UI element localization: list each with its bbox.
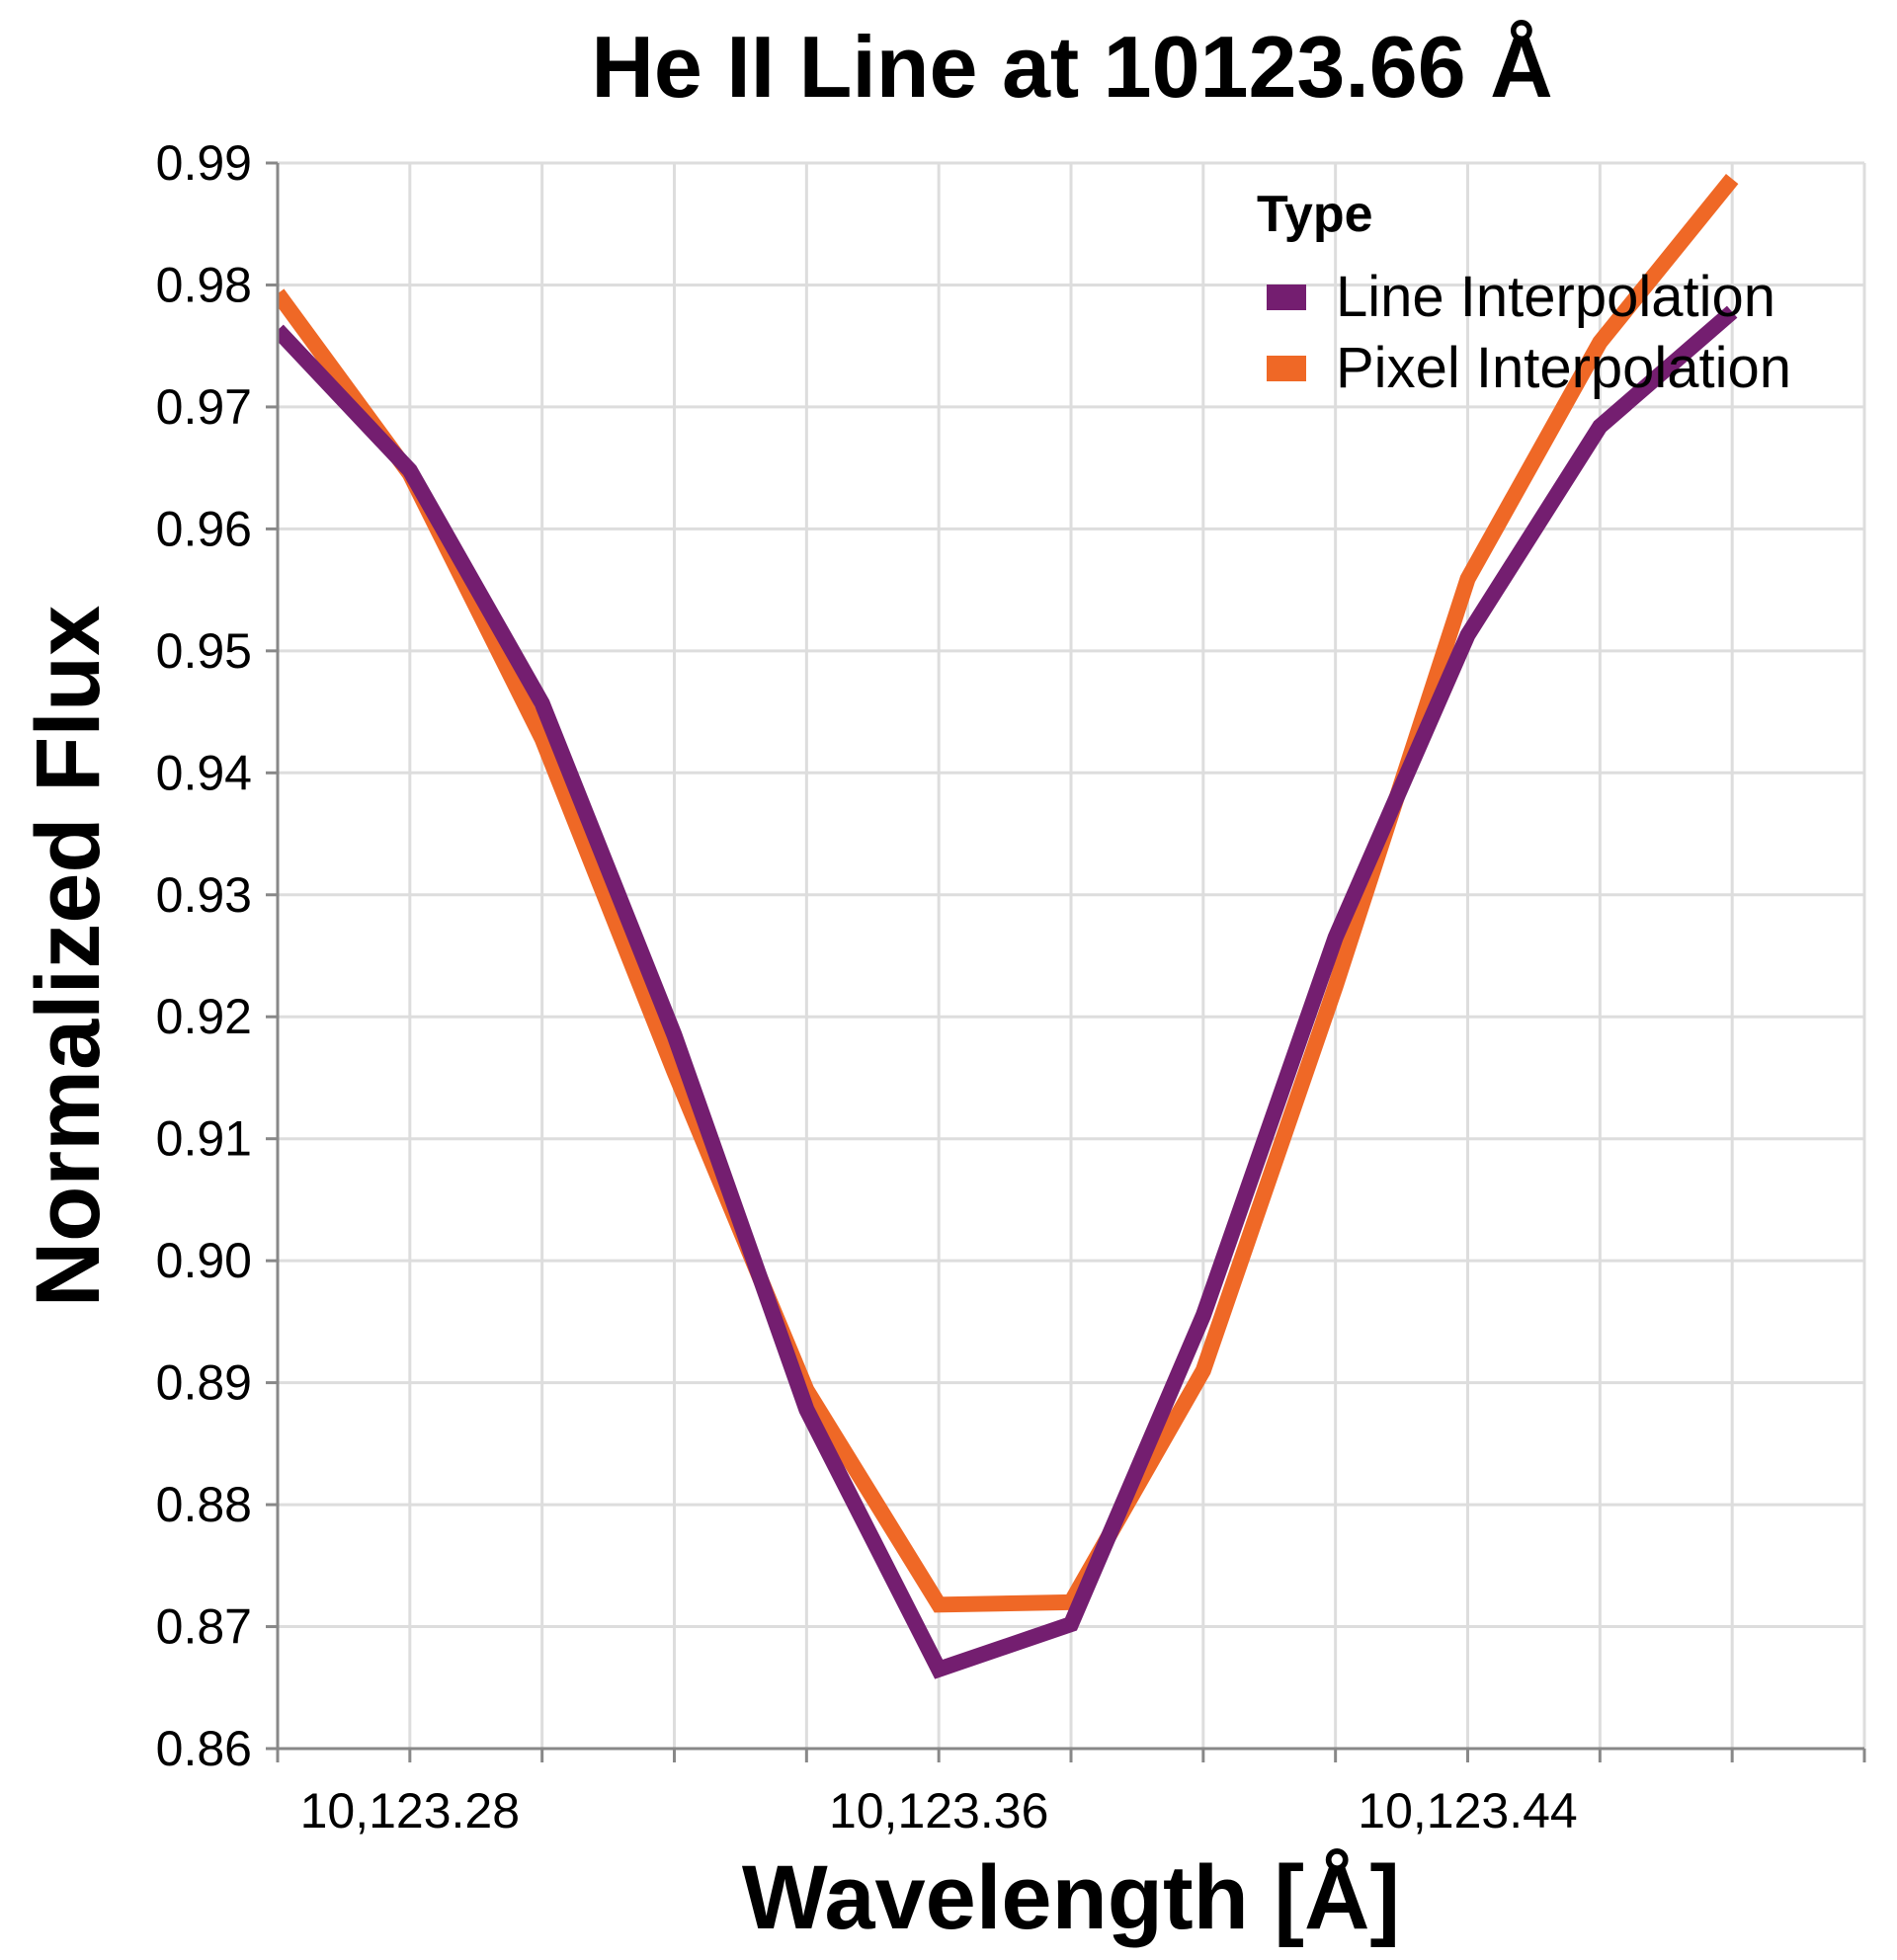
x-tick-label: 10,123.36: [829, 1783, 1048, 1838]
legend-swatch-line-interpolation: [1267, 285, 1306, 310]
y-tick-label: 0.94: [156, 745, 252, 800]
y-tick-label: 0.98: [156, 257, 252, 312]
y-tick-label: 0.89: [156, 1355, 252, 1411]
legend-label-pixel-interpolation: Pixel Interpolation: [1336, 336, 1791, 400]
y-tick-label: 0.97: [156, 379, 252, 435]
legend-title: Type: [1257, 186, 1373, 243]
y-tick-label: 0.92: [156, 989, 252, 1044]
y-tick-label: 0.88: [156, 1477, 252, 1532]
legend: Type Line Interpolation Pixel Interpolat…: [1257, 186, 1791, 400]
y-axis-ticks: 0.86 0.87 0.88 0.89 0.90 0.91 0.92 0.93 0.94 0.95…: [156, 135, 278, 1776]
legend-label-line-interpolation: Line Interpolation: [1336, 265, 1775, 329]
y-tick-label: 0.87: [156, 1599, 252, 1655]
x-axis-ticks: 10,123.28 10,123.36 10,123.44: [276, 1749, 1866, 1838]
y-tick-label: 0.95: [156, 623, 252, 679]
y-tick-label: 0.91: [156, 1111, 252, 1167]
y-tick-label: 0.93: [156, 867, 252, 923]
grid: [276, 161, 1866, 1751]
x-tick-label: 10,123.44: [1358, 1783, 1577, 1838]
y-axis-title: Normalized Flux: [18, 606, 119, 1308]
series-layer: [278, 174, 1739, 1679]
x-axis-title: Wavelength [Å]: [742, 1847, 1400, 1948]
series-line-pixel-interpolation: [278, 174, 1739, 1613]
series-line-line-interpolation: [278, 305, 1738, 1679]
chart-title: He II Line at 10123.66 Å: [591, 18, 1552, 116]
y-tick-label: 0.96: [156, 501, 252, 556]
y-tick-label: 0.90: [156, 1233, 252, 1288]
y-tick-label: 0.86: [156, 1721, 252, 1776]
legend-swatch-pixel-interpolation: [1267, 356, 1306, 381]
x-tick-label: 10,123.28: [300, 1783, 520, 1838]
y-tick-label: 0.99: [156, 135, 252, 191]
